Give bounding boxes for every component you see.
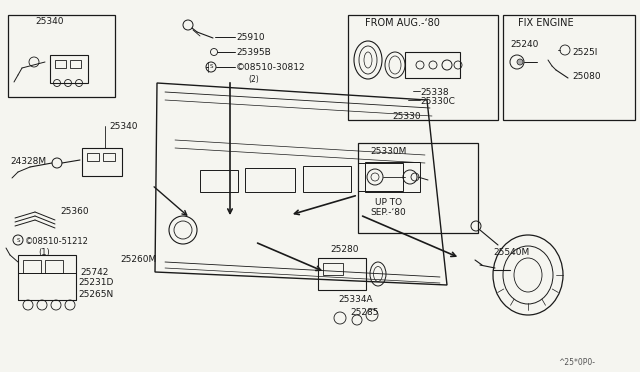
Text: 25240: 25240	[510, 40, 538, 49]
Circle shape	[517, 59, 523, 65]
Bar	[87, 153, 99, 161]
Text: 25395B: 25395B	[236, 48, 271, 57]
Text: 25910: 25910	[236, 33, 264, 42]
Bar	[318, 258, 366, 290]
Text: 2525Ι: 2525Ι	[572, 48, 597, 57]
Text: ©08510-51212: ©08510-51212	[25, 237, 89, 246]
Text: 25285: 25285	[350, 308, 378, 317]
Text: 25231D: 25231D	[78, 278, 113, 287]
Bar	[358, 143, 478, 233]
Bar	[18, 255, 76, 300]
Text: SEP.-‘80: SEP.-‘80	[370, 208, 406, 217]
Text: S: S	[209, 64, 212, 70]
Text: ^25*0P0-: ^25*0P0-	[558, 358, 595, 367]
Bar	[82, 148, 122, 176]
Text: (1): (1)	[38, 248, 50, 257]
Text: FROM AUG.-‘80: FROM AUG.-‘80	[365, 18, 440, 28]
Bar	[200, 170, 238, 192]
Bar	[103, 153, 115, 161]
Bar	[303, 166, 351, 192]
Text: FIX ENGINE: FIX ENGINE	[518, 18, 573, 28]
Bar	[23, 260, 41, 273]
Text: 25340: 25340	[109, 122, 138, 131]
Bar	[55, 60, 66, 68]
Text: S: S	[16, 237, 20, 243]
Bar	[348, 15, 498, 120]
Bar	[365, 162, 420, 192]
Text: 25338: 25338	[420, 88, 449, 97]
Bar	[503, 15, 635, 120]
Text: 25330C: 25330C	[420, 97, 455, 106]
Bar	[70, 60, 81, 68]
Text: 25080: 25080	[572, 72, 600, 81]
Text: 25260M: 25260M	[120, 255, 156, 264]
Text: 25340: 25340	[35, 17, 63, 26]
Bar	[405, 52, 460, 78]
Text: (2): (2)	[248, 75, 259, 84]
Bar	[8, 15, 115, 97]
Bar	[358, 163, 403, 191]
Text: 25360: 25360	[60, 207, 88, 216]
Bar	[50, 55, 88, 83]
Bar	[245, 168, 295, 192]
Text: 25280: 25280	[330, 245, 358, 254]
Text: 25330: 25330	[392, 112, 420, 121]
Text: 25330M: 25330M	[370, 147, 406, 156]
Bar	[18, 273, 76, 300]
Text: 25540M: 25540M	[493, 248, 529, 257]
Text: 25265N: 25265N	[78, 290, 113, 299]
Text: UP TO: UP TO	[375, 198, 402, 207]
Text: 25334A: 25334A	[338, 295, 372, 304]
Text: ©08510-30812: ©08510-30812	[236, 63, 306, 72]
Text: 25742: 25742	[80, 268, 108, 277]
Bar	[45, 260, 63, 273]
Text: 24328M: 24328M	[10, 157, 46, 166]
Bar	[323, 263, 343, 275]
